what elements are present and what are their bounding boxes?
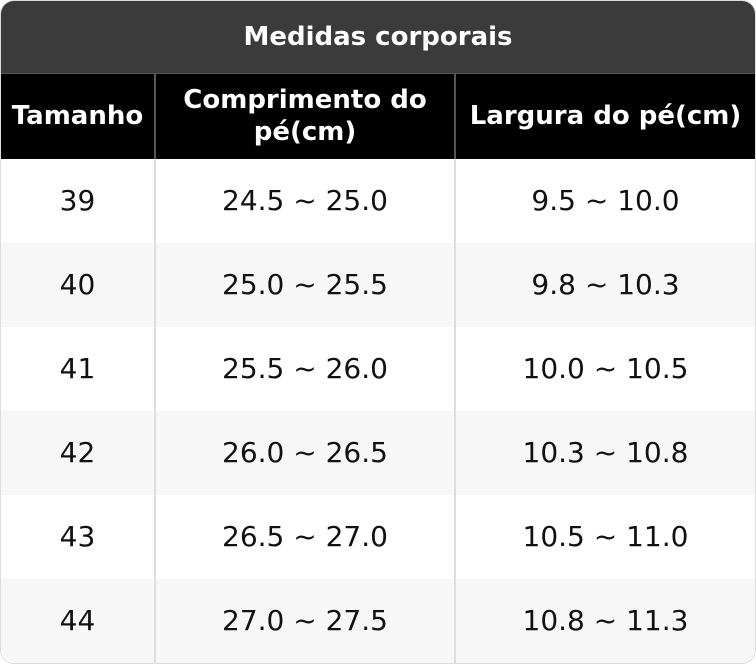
column-header: Comprimento do pé(cm)	[156, 74, 456, 159]
table-cell: 42	[1, 411, 156, 495]
table-cell: 10.8 ~ 11.3	[522, 604, 689, 638]
table-cell: 9.8 ~ 10.3	[531, 268, 680, 302]
table-row: 39 24.5 ~ 25.0 9.5 ~ 10.0	[1, 159, 755, 243]
table-cell: 40	[1, 243, 156, 327]
table-cell: 41	[1, 327, 156, 411]
table-cell: 9.5 ~ 10.0	[531, 184, 680, 218]
header-row: Tamanho Comprimento do pé(cm) Largura do p…	[1, 74, 755, 159]
table-row: 42 26.0 ~ 26.5 10.3 ~ 10.8	[1, 411, 755, 495]
table-cell: 43	[1, 495, 156, 579]
table-cell: 26.5 ~ 27.0	[156, 495, 456, 579]
table-row: 41 25.5 ~ 26.0 10.0 ~ 10.5	[1, 327, 755, 411]
table-body: 39 24.5 ~ 25.0 9.5 ~ 10.0 40 25.0 ~ 25.5 9.8 …	[1, 159, 755, 663]
table-cell: 25.0 ~ 25.5	[156, 243, 456, 327]
column-header: Largura do pé(cm)	[469, 100, 742, 131]
table-cell: 44	[1, 579, 156, 663]
table-row: 40 25.0 ~ 25.5 9.8 ~ 10.3	[1, 243, 755, 327]
table-cell: 24.5 ~ 25.0	[156, 159, 456, 243]
table-cell: 26.0 ~ 26.5	[156, 411, 456, 495]
table-row: 44 27.0 ~ 27.5 10.8 ~ 11.3	[1, 579, 755, 663]
table-cell: 27.0 ~ 27.5	[156, 579, 456, 663]
table-cell: 10.3 ~ 10.8	[522, 436, 689, 470]
table-cell: 39	[1, 159, 156, 243]
column-header: Tamanho	[1, 74, 156, 159]
table-cell: 10.0 ~ 10.5	[522, 352, 689, 386]
table-title: Medidas corporais	[1, 1, 755, 74]
table-row: 43 26.5 ~ 27.0 10.5 ~ 11.0	[1, 495, 755, 579]
table-cell: 10.5 ~ 11.0	[522, 520, 689, 554]
table-cell: 25.5 ~ 26.0	[156, 327, 456, 411]
